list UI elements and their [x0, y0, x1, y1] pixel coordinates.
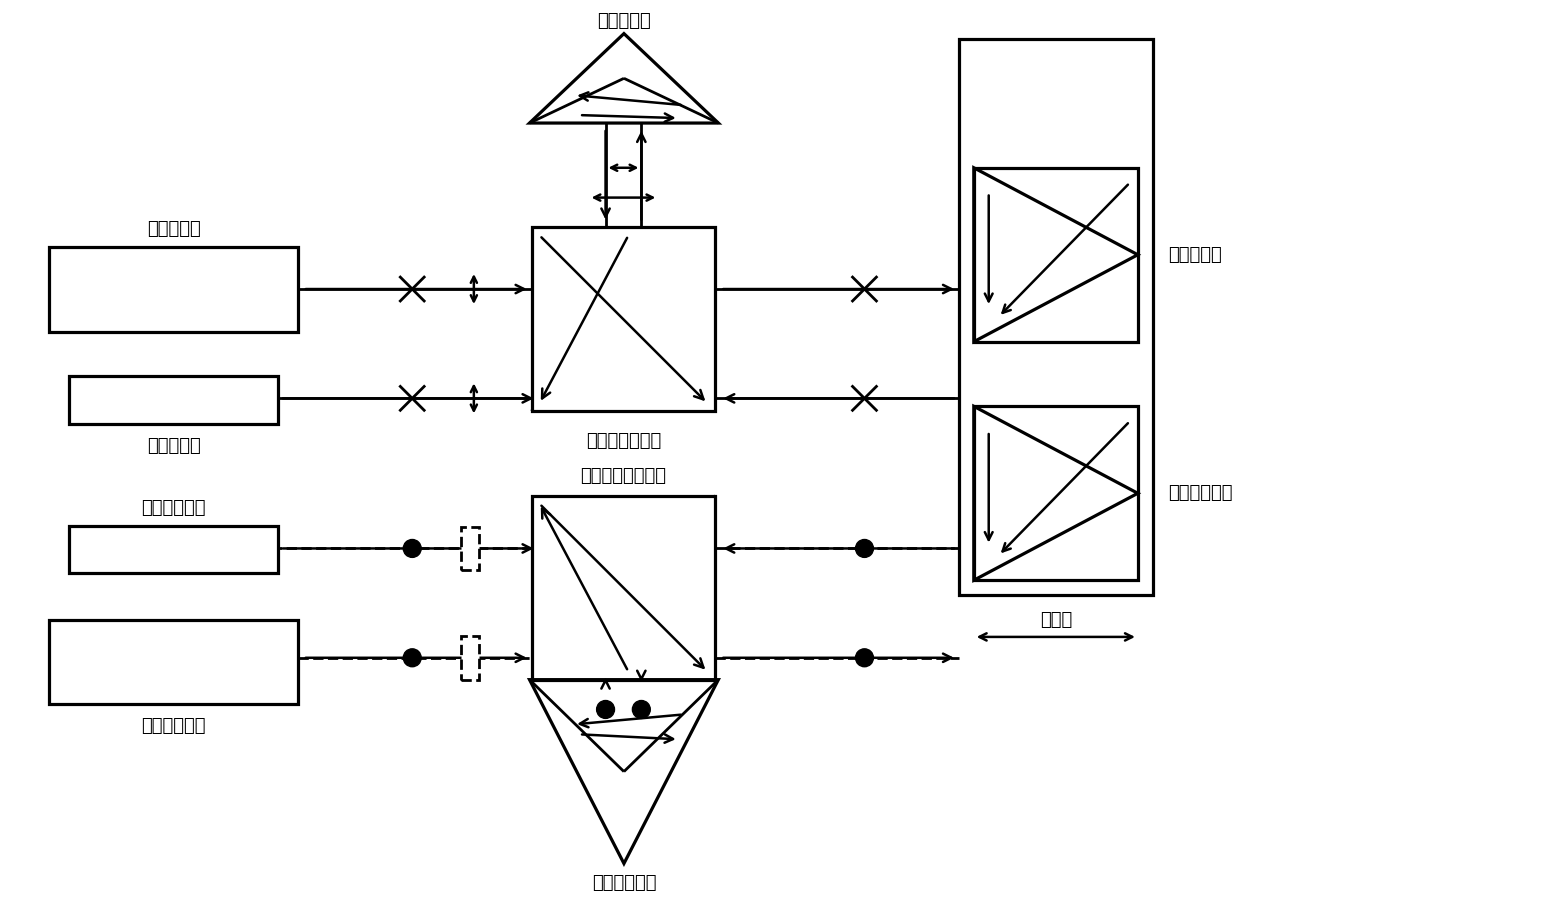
Bar: [461, 527, 480, 571]
Bar: [50, 620, 297, 704]
Bar: [531, 227, 715, 411]
Circle shape: [403, 649, 422, 667]
Text: 标准测量镜: 标准测量镜: [1168, 245, 1221, 264]
Text: 运动台: 运动台: [1040, 611, 1071, 629]
Text: 标准参考镜: 标准参考镜: [596, 12, 651, 29]
Bar: [70, 376, 279, 424]
Bar: [973, 168, 1138, 342]
Text: 标准激光器: 标准激光器: [146, 221, 201, 238]
Text: 标准偏振分光镜: 标准偏振分光镜: [585, 432, 662, 450]
Circle shape: [632, 701, 651, 718]
Circle shape: [596, 701, 615, 718]
Bar: [50, 247, 297, 332]
Circle shape: [855, 649, 873, 667]
Circle shape: [403, 540, 422, 558]
Text: 被校准激光器: 被校准激光器: [142, 717, 206, 736]
Bar: [959, 38, 1152, 595]
Bar: [70, 526, 279, 573]
Text: 被校准测量镜: 被校准测量镜: [1168, 485, 1232, 502]
Text: 被校准接收器: 被校准接收器: [142, 498, 206, 517]
Bar: [461, 636, 480, 680]
Text: 被校准参考镜: 被校准参考镜: [592, 875, 655, 892]
Bar: [531, 496, 715, 680]
Text: 标准接收器: 标准接收器: [146, 437, 201, 455]
Text: 被校准偏振分光镜: 被校准偏振分光镜: [581, 467, 666, 485]
Bar: [973, 407, 1138, 580]
Circle shape: [855, 540, 873, 558]
